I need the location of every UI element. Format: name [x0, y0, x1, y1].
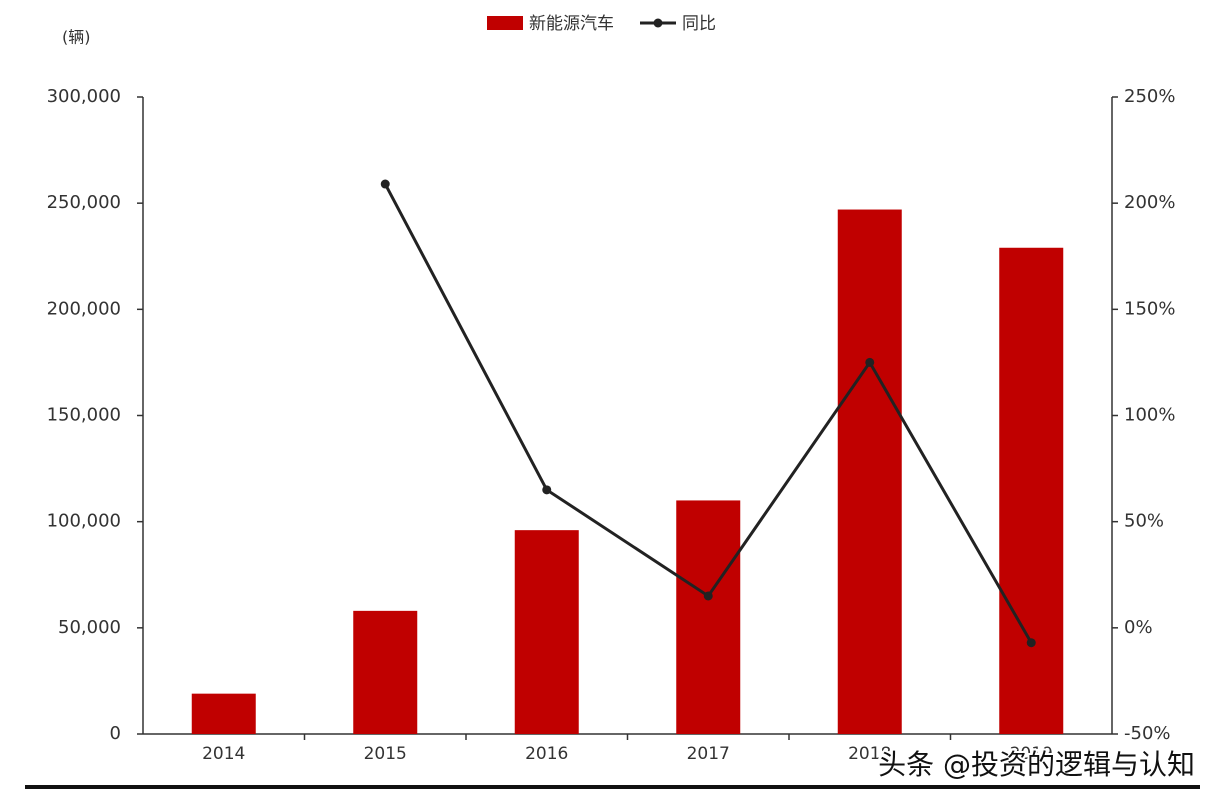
y-tick-label: 100,000 — [47, 511, 121, 532]
y2-tick-label: 100% — [1124, 405, 1175, 426]
y-tick-label: 300,000 — [47, 86, 121, 107]
y2-tick-label: 0% — [1124, 617, 1153, 638]
x-tick-label: 2019 — [1010, 744, 1053, 764]
line-point — [542, 485, 552, 495]
y2-tick-label: 50% — [1124, 511, 1164, 532]
line-point — [380, 179, 390, 189]
line-point — [703, 591, 713, 601]
bar — [676, 500, 741, 734]
bar — [514, 530, 579, 734]
y-tick-label: 200,000 — [47, 298, 121, 319]
y2-tick-label: 250% — [1124, 86, 1175, 107]
unit-label: (辆) — [62, 28, 91, 47]
bar — [353, 610, 418, 734]
x-tick-label: 2016 — [525, 744, 568, 764]
y-tick-label: 50,000 — [58, 617, 121, 638]
line-point — [1026, 638, 1036, 648]
legend-label: 新能源汽车 — [529, 14, 614, 34]
legend-label: 同比 — [682, 14, 716, 34]
x-tick-label: 2017 — [687, 744, 730, 764]
y-tick-label: 0 — [110, 723, 121, 744]
bar — [837, 209, 902, 734]
y-tick-label: 150,000 — [47, 405, 121, 426]
y2-tick-label: -50% — [1124, 723, 1171, 744]
watermark: 头条 @投资的逻辑与认知 — [878, 748, 1195, 781]
y-tick-label: 250,000 — [47, 192, 121, 213]
y2-tick-label: 150% — [1124, 298, 1175, 319]
line-point — [865, 357, 875, 367]
legend-swatch — [487, 16, 523, 30]
bar — [999, 247, 1064, 735]
x-tick-label: 2015 — [364, 744, 407, 764]
y2-tick-label: 200% — [1124, 192, 1175, 213]
x-tick-label: 2014 — [202, 744, 245, 764]
bar — [191, 693, 256, 734]
legend-swatch — [653, 18, 663, 28]
x-tick-label: 2018 — [848, 744, 891, 764]
